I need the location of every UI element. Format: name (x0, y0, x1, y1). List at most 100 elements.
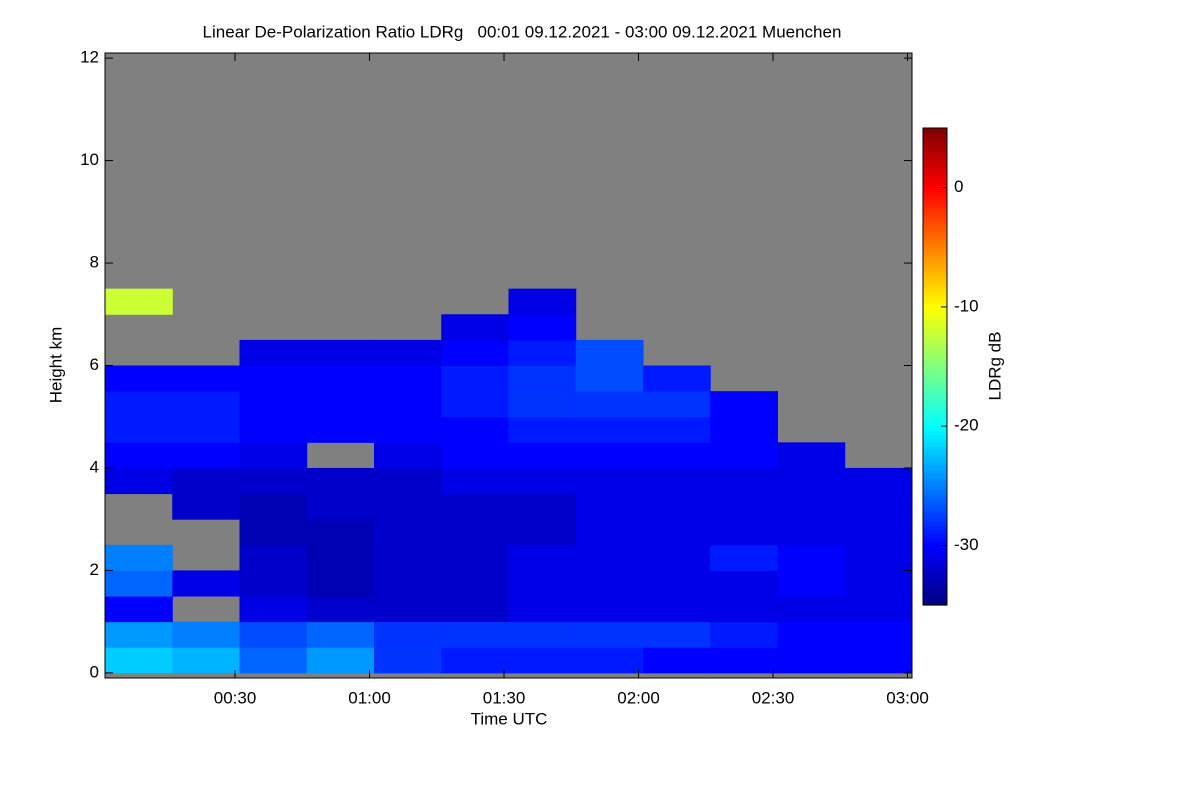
colorbar-segment (923, 207, 947, 213)
colorbar-segment (923, 438, 947, 443)
heatmap-cell (575, 416, 644, 443)
heatmap-cell (306, 596, 375, 623)
colorbar-segment (923, 151, 947, 157)
colorbar-segment (923, 410, 947, 415)
colorbar-segment (923, 239, 947, 244)
heatmap-cell (441, 596, 509, 623)
colorbar-segment (923, 362, 947, 368)
colorbar-frame (922, 127, 948, 606)
colorbar-segment (923, 287, 947, 292)
heatmap-cell (239, 519, 308, 546)
colorbar-segment (923, 473, 947, 479)
colorbar-segment (923, 155, 947, 161)
heatmap-cell (239, 596, 308, 623)
colorbar-segment (923, 585, 947, 590)
heatmap-cell (239, 442, 308, 469)
heatmap-cell (643, 544, 711, 571)
heatmap-cell (643, 416, 711, 443)
heatmap-cell (374, 365, 442, 392)
heatmap-cell (575, 519, 644, 546)
colorbar-segment (923, 219, 947, 224)
colorbar-segment (923, 477, 947, 483)
heatmap-cell (575, 647, 644, 674)
colorbar-segment (923, 370, 947, 376)
colorbar-segment (923, 203, 947, 209)
heatmap-cell (844, 621, 912, 648)
heatmap-cell (105, 647, 173, 674)
cells (105, 288, 912, 674)
heatmap-cell (441, 339, 509, 366)
colorbar-segment (923, 139, 947, 145)
colorbar-segment (923, 442, 947, 447)
colorbar-segment (923, 501, 947, 507)
colorbar-segment (923, 509, 947, 515)
heatmap-cell (441, 314, 509, 341)
colorbar-segment (923, 569, 947, 574)
heatmap-cell (239, 365, 308, 392)
colorbar-segment (923, 378, 947, 383)
plot-area (105, 53, 912, 678)
colorbar-segment (923, 545, 947, 550)
colorbar-segment (923, 259, 947, 264)
x-tick-label: 01:30 (483, 688, 526, 707)
colorbar-segment (923, 461, 947, 467)
colorbar-segment (923, 593, 947, 598)
colorbar-segment (923, 195, 947, 201)
colorbar-segment (923, 581, 947, 586)
heatmap-cell (508, 391, 577, 418)
heatmap-cell (777, 544, 846, 571)
colorbar-segment (923, 549, 947, 554)
heatmap-cell (374, 339, 442, 366)
colorbar-segment (923, 422, 947, 427)
colorbar-segment (923, 350, 947, 356)
heatmap-cell (508, 467, 577, 495)
heatmap-cell (508, 519, 577, 546)
colorbar-segment (923, 533, 947, 539)
heatmap-cell (441, 442, 509, 469)
heatmap-cell (441, 519, 509, 546)
colorbar-segment (923, 231, 947, 236)
colorbar-segment (923, 402, 947, 407)
heatmap-cell (643, 621, 711, 648)
heatmap-cell (508, 288, 577, 315)
colorbar-segment (923, 223, 947, 228)
heatmap-cell (844, 493, 912, 520)
heatmap-cell (777, 442, 846, 469)
colorbar-segment (923, 159, 947, 165)
heatmap-cell (643, 391, 711, 418)
heatmap-cell (777, 647, 846, 674)
heatmap-cell (441, 467, 509, 495)
colorbar-segment (923, 453, 947, 459)
heatmap-cell (306, 519, 375, 546)
heatmap-cell (374, 544, 442, 571)
heatmap-cell (844, 596, 912, 623)
colorbar-tick-label: -10 (954, 296, 979, 315)
colorbar-segment (923, 187, 947, 193)
colorbar-segment (923, 235, 947, 240)
colorbar-segment (923, 306, 947, 312)
heatmap-cell (575, 621, 644, 648)
colorbar-segment (923, 267, 947, 272)
heatmap-cell (105, 621, 173, 648)
heatmap-cell (239, 339, 308, 366)
heatmap-cell (306, 416, 375, 443)
colorbar-segment (923, 322, 947, 328)
heatmap-cell (575, 570, 644, 597)
heatmap-cell (239, 544, 308, 571)
heatmap-cell (575, 365, 644, 392)
colorbar-segment (923, 143, 947, 149)
heatmap-cell (172, 621, 240, 648)
heatmap-cell (844, 544, 912, 571)
y-tick-label: 2 (90, 560, 99, 579)
heatmap-cell (710, 647, 778, 674)
colorbar-tick-label: -20 (954, 416, 979, 435)
heatmap-cell (844, 519, 912, 546)
heatmap-cell (374, 621, 442, 648)
heatmap-cell (172, 391, 240, 418)
colorbar-segment (923, 517, 947, 523)
colorbar-segment (923, 398, 947, 403)
heatmap-cell (710, 596, 778, 623)
heatmap-cell (374, 570, 442, 597)
